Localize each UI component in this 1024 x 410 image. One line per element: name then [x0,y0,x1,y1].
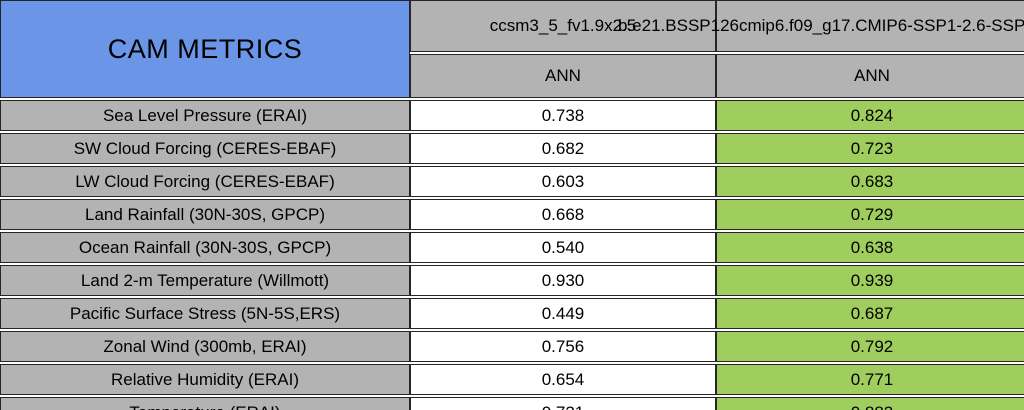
season-cell-2: ANN [716,54,1024,98]
table-row: Land 2-m Temperature (Willmott) 0.930 0.… [0,265,1024,296]
table-row: SW Cloud Forcing (CERES-EBAF) 0.682 0.72… [0,133,1024,164]
table-title: CAM METRICS [107,33,303,64]
value-model1: 0.756 [410,331,716,362]
value-model1: 0.721 [410,397,716,410]
value-model1: 0.449 [410,298,716,329]
value-model2: 0.939 [716,265,1024,296]
value-model1: 0.738 [410,100,716,131]
metric-label: Land 2-m Temperature (Willmott) [0,265,410,296]
table-row: Pacific Surface Stress (5N-5S,ERS) 0.449… [0,298,1024,329]
model-name-cell-1: ccsm3_5_fv1.9x2.5 [410,0,716,52]
value-model2: 0.882 [716,397,1024,410]
metric-label: Ocean Rainfall (30N-30S, GPCP) [0,232,410,263]
value-model2: 0.729 [716,199,1024,230]
model-name-cell-2: b.e21.BSSP126cmip6.f09_g17.CMIP6-SSP1-2.… [618,0,1024,52]
metric-label: Pacific Surface Stress (5N-5S,ERS) [0,298,410,329]
table-row: Relative Humidity (ERAI) 0.654 0.771 [0,364,1024,395]
metric-label: Land Rainfall (30N-30S, GPCP) [0,199,410,230]
value-model2: 0.723 [716,133,1024,164]
table-row: Temperature (ERAI) 0.721 0.882 [0,397,1024,410]
model-name-1: ccsm3_5_fv1.9x2.5 [489,16,637,35]
table-row: Sea Level Pressure (ERAI) 0.738 0.824 [0,100,1024,131]
value-model2: 0.792 [716,331,1024,362]
value-model1: 0.654 [410,364,716,395]
metric-label: Zonal Wind (300mb, ERAI) [0,331,410,362]
value-model1: 0.540 [410,232,716,263]
header-row-models: CAM METRICS ccsm3_5_fv1.9x2.5 b.e21.BSSP… [0,0,1024,98]
metric-label: SW Cloud Forcing (CERES-EBAF) [0,133,410,164]
season-cell-1: ANN [410,54,716,98]
metric-label: Relative Humidity (ERAI) [0,364,410,395]
metric-label: Sea Level Pressure (ERAI) [0,100,410,131]
value-model1: 0.603 [410,166,716,197]
header-row-seasons: ANN ANN [0,54,1024,98]
metric-label: LW Cloud Forcing (CERES-EBAF) [0,166,410,197]
value-model1: 0.668 [410,199,716,230]
value-model2: 0.683 [716,166,1024,197]
table-title-cell: CAM METRICS [0,0,410,98]
value-model1: 0.930 [410,265,716,296]
table-row: Land Rainfall (30N-30S, GPCP) 0.668 0.72… [0,199,1024,230]
metric-label: Temperature (ERAI) [0,397,410,410]
value-model2: 0.638 [716,232,1024,263]
model-name-2: b.e21.BSSP126cmip6.f09_g17.CMIP6-SSP1-2.… [618,16,1024,35]
value-model1: 0.682 [410,133,716,164]
value-model2: 0.824 [716,100,1024,131]
table-row: Ocean Rainfall (30N-30S, GPCP) 0.540 0.6… [0,232,1024,263]
value-model2: 0.687 [716,298,1024,329]
value-model2: 0.771 [716,364,1024,395]
table-row: LW Cloud Forcing (CERES-EBAF) 0.603 0.68… [0,166,1024,197]
table-row: Zonal Wind (300mb, ERAI) 0.756 0.792 [0,331,1024,362]
